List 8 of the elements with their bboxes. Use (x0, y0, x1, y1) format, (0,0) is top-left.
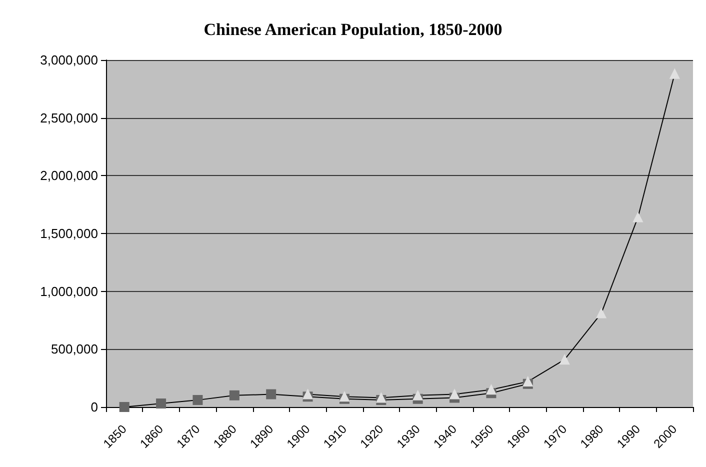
chart-title: Chinese American Population, 1850-2000 (204, 20, 502, 39)
y-tick-label: 0 (90, 400, 98, 414)
y-tick-label: 3,000,000 (40, 52, 98, 68)
y-tick-label: 1,500,000 (40, 226, 98, 241)
y-tick-label: 2,000,000 (40, 168, 98, 184)
y-tick-label: 500,000 (51, 342, 98, 357)
y-tick-label: 1,000,000 (40, 284, 98, 299)
y-tick-label: 2,500,000 (40, 110, 98, 126)
